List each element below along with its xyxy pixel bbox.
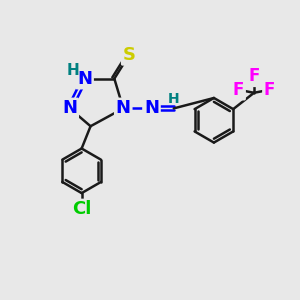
Text: S: S: [123, 46, 136, 64]
Text: F: F: [248, 68, 260, 85]
Text: H: H: [67, 63, 80, 78]
Text: Cl: Cl: [72, 200, 91, 218]
Text: F: F: [233, 81, 244, 99]
Text: N: N: [62, 99, 77, 117]
Text: N: N: [77, 70, 92, 88]
Text: H: H: [168, 92, 180, 106]
Text: F: F: [264, 81, 275, 99]
Text: N: N: [116, 99, 131, 117]
Text: N: N: [144, 99, 159, 117]
